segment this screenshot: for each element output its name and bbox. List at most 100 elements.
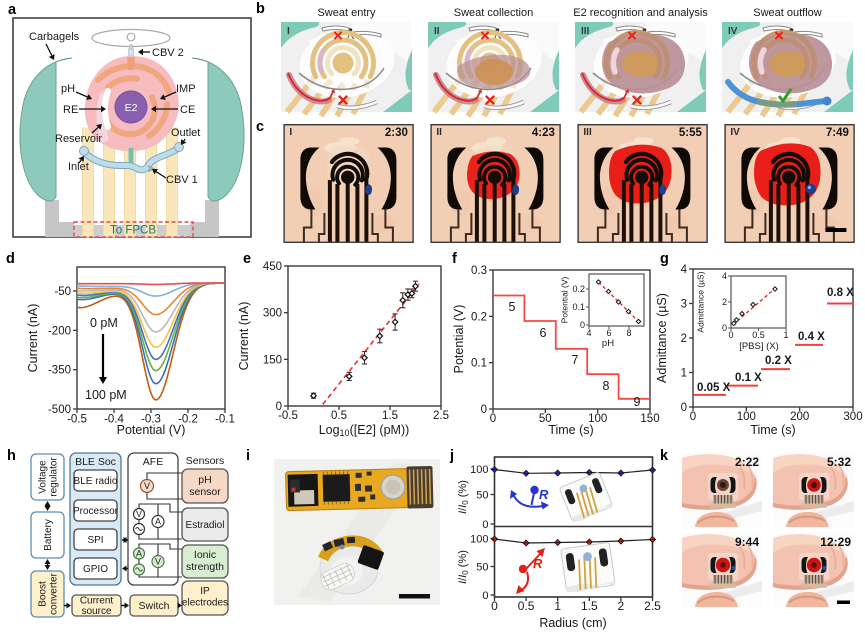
svg-text:I/I0 (%): I/I0 (%) (457, 550, 470, 584)
svg-text:Time (s): Time (s) (548, 423, 593, 437)
svg-text:b: b (256, 1, 265, 17)
svg-text:100: 100 (470, 534, 488, 546)
svg-text:A: A (136, 549, 142, 559)
svg-text:-200: -200 (48, 325, 71, 337)
svg-text:[PBS] (X): [PBS] (X) (739, 341, 779, 352)
svg-text:Log10([E2] (pM)): Log10([E2] (pM)) (319, 423, 410, 438)
svg-text:d: d (6, 251, 15, 267)
svg-text:V: V (136, 509, 142, 519)
svg-text:5:55: 5:55 (679, 127, 703, 139)
svg-text:Potential (V): Potential (V) (452, 305, 466, 374)
svg-text:A: A (155, 517, 161, 527)
svg-text:II: II (434, 26, 440, 37)
svg-text:0: 0 (490, 413, 496, 425)
svg-text:CE: CE (180, 104, 195, 116)
svg-text:2: 2 (722, 297, 727, 307)
svg-text:BLE radio: BLE radio (74, 476, 118, 487)
svg-text:0.8 X: 0.8 X (827, 287, 854, 299)
svg-text:V: V (155, 557, 161, 567)
svg-text:12:29: 12:29 (820, 535, 851, 549)
svg-text:Time (s): Time (s) (750, 423, 795, 437)
svg-text:Battery: Battery (43, 519, 54, 551)
svg-text:4: 4 (722, 271, 727, 281)
svg-text:9: 9 (634, 395, 641, 409)
svg-text:150: 150 (640, 413, 659, 425)
svg-text:0: 0 (580, 320, 585, 330)
svg-text:Radius (cm): Radius (cm) (539, 616, 606, 630)
svg-text:1.5: 1.5 (581, 599, 598, 613)
svg-text:Admittance (µS): Admittance (µS) (655, 293, 669, 383)
svg-text:IV: IV (730, 127, 740, 138)
svg-text:c: c (256, 119, 264, 135)
svg-text:50: 50 (539, 413, 552, 425)
svg-text:k: k (660, 448, 669, 464)
svg-text:-0.3: -0.3 (141, 414, 161, 426)
svg-text:SPI: SPI (87, 535, 103, 546)
svg-text:8: 8 (626, 328, 631, 338)
svg-text:Switch: Switch (139, 600, 170, 612)
svg-text:0.1 X: 0.1 X (735, 372, 762, 384)
svg-text:50: 50 (476, 562, 488, 574)
svg-text:0: 0 (690, 411, 696, 423)
svg-text:III: III (581, 26, 590, 37)
svg-text:R: R (539, 487, 549, 502)
svg-text:Reservoir: Reservoir (55, 133, 102, 145)
svg-text:5:32: 5:32 (827, 455, 851, 469)
svg-text:Potential (V): Potential (V) (560, 276, 570, 323)
svg-text:0: 0 (481, 404, 487, 416)
svg-text:-0.2: -0.2 (178, 414, 198, 426)
svg-text:100 pM: 100 pM (85, 388, 127, 402)
svg-text:300: 300 (843, 411, 862, 423)
svg-text:pH: pH (61, 83, 75, 95)
svg-text:1: 1 (554, 599, 561, 613)
svg-text:-0.5: -0.5 (67, 414, 87, 426)
svg-text:2.5: 2.5 (433, 410, 449, 422)
svg-text:0: 0 (681, 402, 687, 414)
svg-text:V: V (144, 481, 150, 491)
svg-text:5: 5 (509, 300, 516, 314)
svg-text:-0.5: -0.5 (278, 410, 298, 422)
svg-text:9:44: 9:44 (735, 535, 759, 549)
svg-text:i: i (246, 448, 250, 464)
svg-text:Sweat collection: Sweat collection (454, 7, 534, 19)
svg-text:pH: pH (602, 338, 614, 349)
svg-text:Sweat outflow: Sweat outflow (753, 7, 822, 19)
svg-text:IMP: IMP (176, 83, 196, 95)
svg-text:I: I (289, 127, 292, 138)
svg-text:4:23: 4:23 (532, 127, 555, 139)
svg-text:To FPCB: To FPCB (110, 225, 156, 237)
svg-text:0.1: 0.1 (572, 302, 585, 312)
svg-text:200: 200 (790, 411, 809, 423)
svg-text:Sensors: Sensors (186, 455, 225, 467)
svg-text:1: 1 (783, 330, 788, 340)
svg-text:-0.4: -0.4 (104, 414, 124, 426)
svg-text:300: 300 (263, 308, 282, 320)
svg-text:h: h (7, 448, 16, 464)
svg-text:2:22: 2:22 (735, 455, 759, 469)
svg-text:6: 6 (606, 328, 611, 338)
svg-text:III: III (583, 127, 592, 138)
svg-text:E2 recognition and analysis: E2 recognition and analysis (573, 7, 708, 19)
svg-text:0.2: 0.2 (471, 311, 487, 323)
svg-text:8: 8 (603, 379, 610, 393)
svg-text:II: II (436, 127, 442, 138)
svg-text:100: 100 (470, 464, 488, 476)
svg-text:4: 4 (681, 264, 688, 276)
svg-text:-500: -500 (48, 404, 71, 416)
svg-text:2.5: 2.5 (644, 599, 661, 613)
svg-text:AFE: AFE (143, 456, 163, 468)
svg-text:Potential (V): Potential (V) (117, 423, 186, 437)
svg-text:I: I (287, 26, 290, 37)
svg-text:1: 1 (681, 368, 687, 380)
svg-text:Boostconverter: Boostconverter (38, 572, 60, 614)
svg-text:Current (nA): Current (nA) (26, 304, 40, 373)
svg-text:100: 100 (588, 413, 607, 425)
svg-text:100: 100 (737, 411, 756, 423)
svg-text:2: 2 (681, 333, 687, 345)
svg-text:R: R (533, 556, 543, 571)
svg-text:E2: E2 (125, 102, 138, 114)
svg-text:0.5: 0.5 (752, 330, 765, 340)
svg-text:0.1: 0.1 (471, 358, 487, 370)
svg-text:0: 0 (491, 599, 498, 613)
